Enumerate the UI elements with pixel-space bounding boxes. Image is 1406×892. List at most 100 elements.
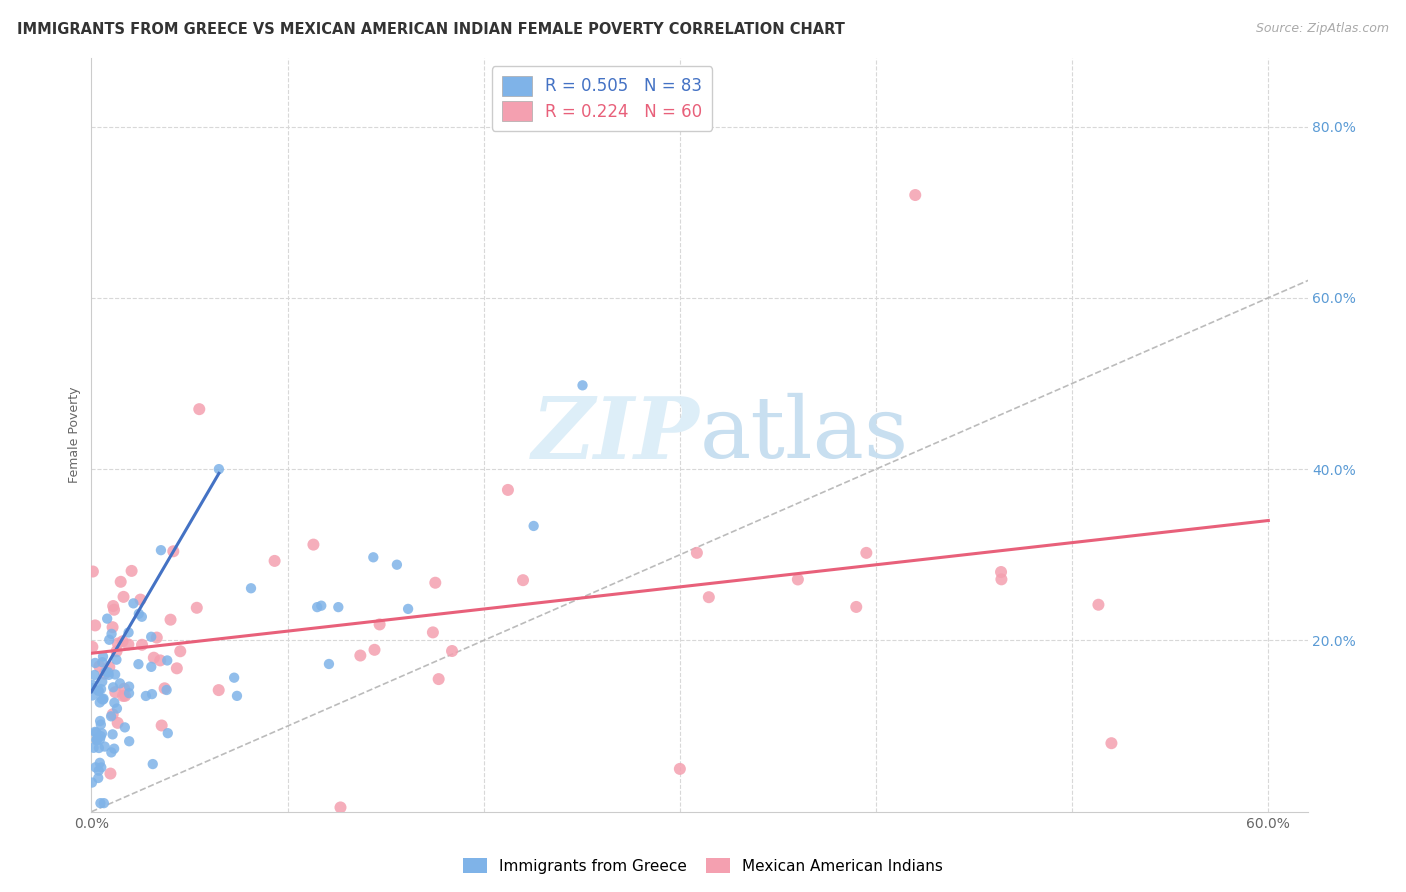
Point bbox=[111, 634, 134, 648]
Point bbox=[425, 575, 447, 590]
Point bbox=[84, 618, 107, 632]
Point bbox=[98, 632, 121, 647]
Point bbox=[240, 581, 263, 595]
Point bbox=[111, 689, 134, 703]
Legend: Immigrants from Greece, Mexican American Indians: Immigrants from Greece, Mexican American… bbox=[457, 852, 949, 880]
Point bbox=[103, 741, 125, 756]
Point bbox=[93, 666, 115, 681]
Point bbox=[904, 188, 927, 202]
Point bbox=[166, 661, 188, 675]
Point bbox=[263, 554, 285, 568]
Point bbox=[571, 378, 593, 392]
Point bbox=[83, 740, 105, 755]
Point bbox=[208, 462, 231, 476]
Point bbox=[84, 724, 107, 739]
Point bbox=[118, 734, 141, 748]
Point bbox=[121, 564, 143, 578]
Point bbox=[118, 686, 141, 700]
Point bbox=[169, 644, 191, 658]
Point bbox=[90, 717, 112, 731]
Point bbox=[84, 725, 107, 739]
Point bbox=[87, 683, 110, 698]
Point bbox=[318, 657, 340, 671]
Point bbox=[96, 612, 118, 626]
Point bbox=[100, 627, 122, 641]
Point bbox=[328, 600, 350, 615]
Point bbox=[422, 625, 444, 640]
Point bbox=[396, 602, 419, 616]
Point bbox=[104, 685, 127, 699]
Point bbox=[89, 756, 111, 770]
Point bbox=[697, 590, 720, 604]
Point bbox=[149, 653, 172, 667]
Point bbox=[91, 655, 114, 669]
Point bbox=[159, 613, 181, 627]
Point bbox=[82, 689, 104, 703]
Point bbox=[523, 519, 546, 533]
Point bbox=[89, 732, 111, 747]
Point bbox=[329, 800, 352, 814]
Point bbox=[97, 668, 120, 682]
Point bbox=[82, 678, 104, 692]
Point bbox=[82, 565, 104, 579]
Point bbox=[307, 600, 329, 615]
Point bbox=[112, 590, 135, 604]
Point bbox=[162, 544, 184, 558]
Point bbox=[135, 689, 157, 703]
Point bbox=[990, 565, 1012, 579]
Point bbox=[89, 714, 111, 728]
Point bbox=[80, 775, 103, 789]
Point bbox=[118, 680, 141, 694]
Point bbox=[107, 636, 129, 650]
Point bbox=[114, 720, 136, 734]
Point bbox=[87, 741, 110, 756]
Point bbox=[84, 760, 107, 774]
Y-axis label: Female Poverty: Female Poverty bbox=[67, 386, 82, 483]
Point bbox=[363, 550, 385, 565]
Point bbox=[98, 660, 121, 674]
Text: Source: ZipAtlas.com: Source: ZipAtlas.com bbox=[1256, 22, 1389, 36]
Point bbox=[89, 796, 111, 810]
Point bbox=[146, 631, 169, 645]
Point bbox=[349, 648, 371, 663]
Point bbox=[112, 681, 135, 696]
Point bbox=[1087, 598, 1109, 612]
Point bbox=[129, 592, 152, 607]
Point bbox=[496, 483, 519, 497]
Point bbox=[108, 676, 131, 690]
Point bbox=[90, 691, 112, 706]
Point bbox=[101, 620, 124, 634]
Point bbox=[990, 572, 1012, 586]
Point bbox=[208, 683, 231, 698]
Point bbox=[93, 739, 115, 754]
Point bbox=[90, 729, 112, 743]
Point bbox=[101, 707, 124, 722]
Legend: R = 0.505   N = 83, R = 0.224   N = 60: R = 0.505 N = 83, R = 0.224 N = 60 bbox=[492, 66, 713, 130]
Point bbox=[91, 726, 114, 740]
Point bbox=[82, 640, 104, 654]
Point bbox=[91, 649, 114, 664]
Point bbox=[87, 764, 110, 778]
Point bbox=[90, 681, 112, 696]
Text: atlas: atlas bbox=[699, 393, 908, 476]
Point bbox=[188, 402, 211, 417]
Point bbox=[87, 683, 110, 698]
Point bbox=[86, 731, 108, 746]
Point bbox=[142, 650, 165, 665]
Point bbox=[385, 558, 408, 572]
Point bbox=[117, 625, 139, 640]
Point bbox=[100, 766, 122, 780]
Point bbox=[186, 600, 208, 615]
Point bbox=[302, 538, 325, 552]
Point bbox=[142, 757, 165, 772]
Point bbox=[104, 667, 127, 681]
Point bbox=[122, 596, 145, 610]
Point bbox=[363, 642, 385, 657]
Point bbox=[131, 638, 153, 652]
Point bbox=[845, 599, 868, 614]
Point bbox=[91, 674, 114, 689]
Point bbox=[97, 665, 120, 680]
Text: IMMIGRANTS FROM GREECE VS MEXICAN AMERICAN INDIAN FEMALE POVERTY CORRELATION CHA: IMMIGRANTS FROM GREECE VS MEXICAN AMERIC… bbox=[17, 22, 845, 37]
Point bbox=[855, 546, 877, 560]
Point bbox=[669, 762, 692, 776]
